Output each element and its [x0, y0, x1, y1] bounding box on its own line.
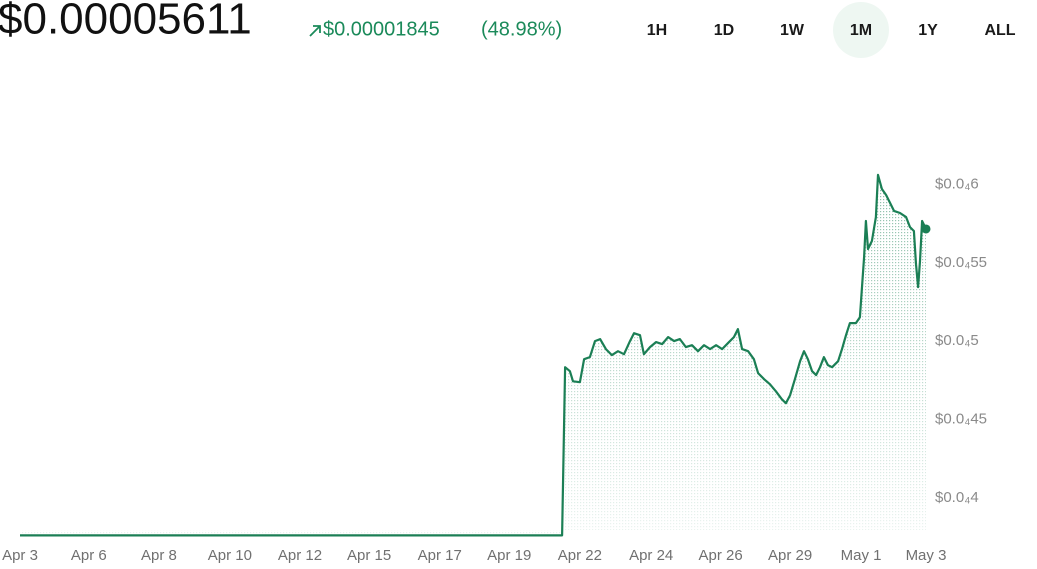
x-tick-label: Apr 10	[208, 547, 252, 564]
up-arrow-icon	[309, 25, 321, 37]
x-tick-label: Apr 8	[141, 547, 177, 564]
range-tab-label[interactable]: 1W	[780, 22, 805, 39]
current-point	[921, 224, 931, 234]
area	[20, 174, 926, 536]
range-tab[interactable]: 1D	[714, 22, 734, 39]
plot: $0.0₄6 $0.0₄55 $0.0₄5 $0.0₄45 $0.0₄4 Apr 3 Apr…	[2, 173, 987, 564]
x-tick-label: Apr 15	[347, 547, 391, 564]
range-tab[interactable]: 1H	[647, 22, 667, 39]
y-tick-label: $0.0₄55	[935, 254, 987, 271]
range-tabs: 1H 1D 1W 1M 1Y ALL	[647, 2, 1016, 58]
range-tab[interactable]: 1W	[780, 22, 805, 39]
range-tab-label[interactable]: 1H	[647, 22, 667, 39]
x-tick-label: Apr 19	[487, 547, 531, 564]
change-amount: $0.00001845	[323, 18, 440, 40]
range-tab[interactable]: 1M	[833, 2, 889, 58]
range-tab[interactable]: 1Y	[918, 22, 938, 39]
range-tab-label[interactable]: 1M	[850, 22, 872, 39]
x-tick-label: May 1	[841, 547, 882, 564]
range-tab-label[interactable]: 1D	[714, 22, 734, 39]
range-tab-label[interactable]: 1Y	[918, 22, 938, 39]
price-line	[20, 173, 927, 537]
x-tick-label: Apr 17	[418, 547, 462, 564]
x-tick-label: Apr 3	[2, 547, 38, 564]
x-tick-label: Apr 26	[699, 547, 743, 564]
y-tick-label: $0.0₄45	[935, 410, 987, 427]
y-tick-label: $0.0₄5	[935, 332, 979, 349]
active-tab-bg	[833, 2, 889, 58]
x-tick-label: Apr 12	[278, 547, 322, 564]
x-tick-label: Apr 22	[558, 547, 602, 564]
range-tab-label[interactable]: ALL	[984, 22, 1015, 39]
change: $0.00001845 (48.98%)	[309, 18, 562, 40]
x-tick-label: Apr 24	[629, 547, 673, 564]
change-percent: (48.98%)	[481, 18, 562, 40]
y-tick-label: $0.0₄6	[935, 175, 979, 192]
x-tick-label: Apr 29	[768, 547, 812, 564]
x-tick-label: May 3	[906, 547, 947, 564]
y-tick-label: $0.0₄4	[935, 489, 979, 506]
price: $0.00005611	[0, 0, 252, 44]
range-tab[interactable]: ALL	[984, 22, 1015, 39]
x-tick-label: Apr 6	[71, 547, 107, 564]
